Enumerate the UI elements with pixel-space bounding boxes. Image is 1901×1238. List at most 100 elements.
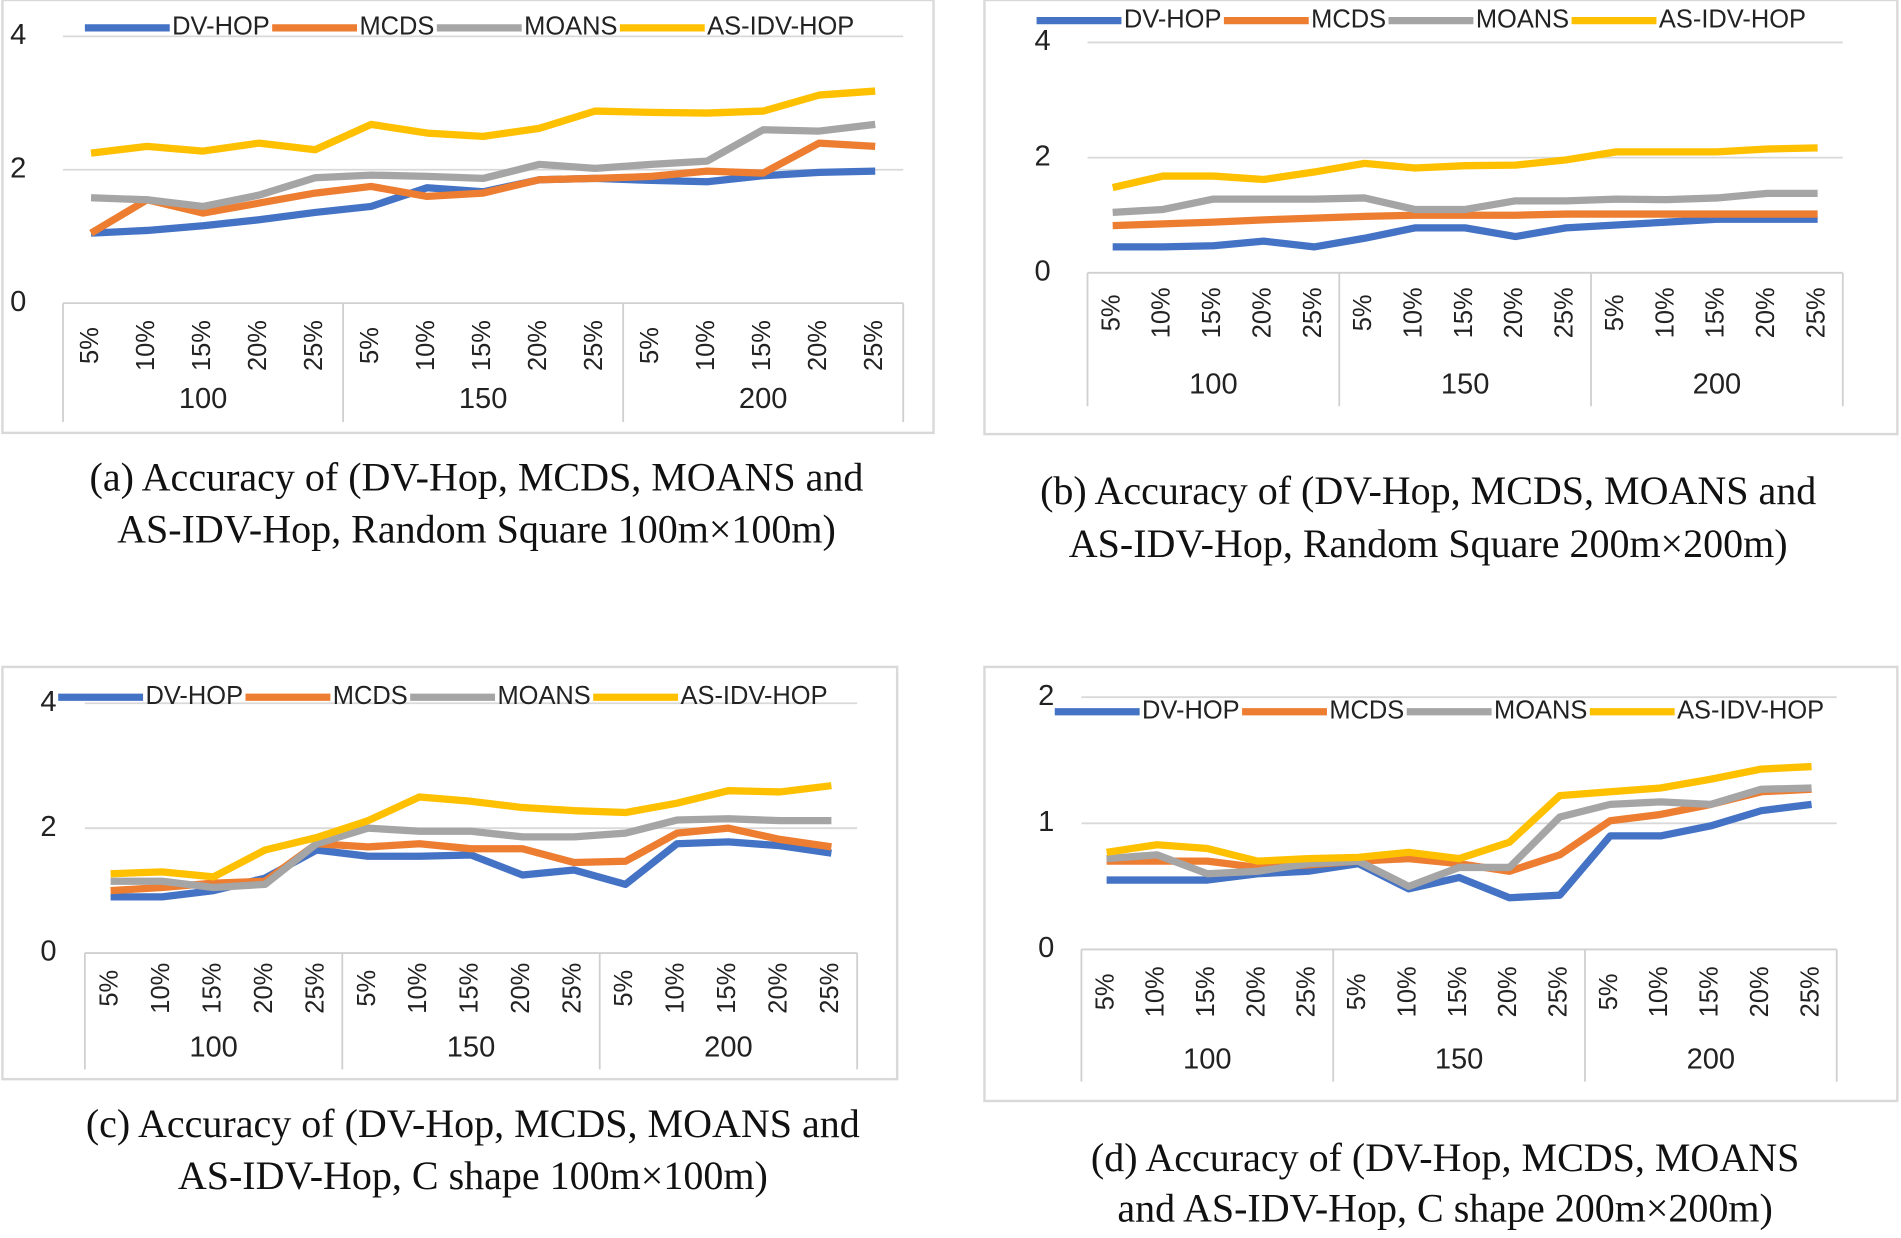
legend-label: MCDS (359, 13, 434, 41)
y-tick-label: 4 (40, 686, 56, 718)
legend-label: DV-HOP (145, 682, 243, 710)
x-tick-label: 15% (1192, 966, 1220, 1017)
group-label: 100 (179, 383, 228, 415)
x-tick-label: 25% (1551, 287, 1579, 338)
legend-label: MCDS (1329, 696, 1404, 724)
series-line (1112, 210, 1818, 230)
x-tick-label: 15% (748, 320, 776, 371)
x-tick-label: 15% (456, 963, 484, 1014)
x-tick-label: 20% (1248, 287, 1276, 338)
series-line (110, 815, 832, 892)
x-tick-label: 25% (301, 963, 329, 1014)
x-tick-label: 10% (1651, 287, 1679, 338)
legend-label: MOANS (1494, 696, 1587, 724)
y-tick-label: 0 (1038, 932, 1054, 964)
x-tick-label: 10% (412, 320, 440, 371)
x-tick-label: 20% (524, 320, 552, 371)
x-tick-label: 5% (1601, 294, 1629, 331)
x-tick-label: 5% (610, 970, 638, 1007)
group-label: 150 (1435, 1044, 1484, 1076)
caption-line: (c) Accuracy of (DV-Hop, MCDS, MOANS and (86, 1101, 860, 1146)
series-line (1106, 785, 1812, 875)
x-tick-label: 5% (356, 327, 384, 364)
series-line (90, 87, 876, 157)
y-tick-label: 2 (1035, 140, 1051, 172)
legend-label: AS-IDV-HOP (1659, 5, 1806, 33)
y-tick-label: 2 (40, 811, 56, 843)
caption-line: AS-IDV-Hop, Random Square 100m×100m) (117, 507, 836, 552)
y-tick-label: 2 (1038, 680, 1054, 712)
legend-label: MOANS (524, 13, 617, 41)
x-tick-label: 15% (188, 320, 216, 371)
series-line (110, 782, 832, 881)
chart-frame (983, 0, 1899, 436)
x-tick-label: 25% (1802, 287, 1830, 338)
x-tick-label: 10% (1400, 287, 1428, 338)
x-tick-label: 10% (132, 320, 160, 371)
caption-line: and AS-IDV-Hop, C shape 200m×200m) (1117, 1186, 1772, 1231)
x-tick-label: 15% (1444, 966, 1472, 1017)
series-line (89, 139, 876, 237)
x-tick-label: 15% (1450, 287, 1478, 338)
y-tick-label: 4 (10, 19, 26, 51)
x-tick-label: 5% (1091, 973, 1119, 1010)
legend-label: AS-IDV-HOP (707, 13, 854, 41)
y-tick-label: 4 (1035, 25, 1051, 57)
x-tick-label: 20% (507, 963, 535, 1014)
legend-label: AS-IDV-HOP (681, 682, 828, 710)
x-tick-label: 10% (1393, 966, 1421, 1017)
x-tick-label: 20% (1746, 966, 1774, 1017)
x-tick-label: 25% (1796, 966, 1824, 1017)
series-line (1112, 215, 1818, 251)
series-line (1106, 800, 1813, 902)
x-tick-label: 5% (76, 327, 104, 364)
chart-panel: 0 2 4 5% 10% 15% 20% 25% 5% 10% 15% 20% 25% 5% 10% 15% 2… (1, 665, 899, 1198)
x-tick-label: 15% (198, 963, 226, 1014)
x-tick-label: 25% (1545, 966, 1573, 1017)
x-tick-label: 25% (559, 963, 587, 1014)
caption-line: (b) Accuracy of (DV-Hop, MCDS, MOANS and (1040, 468, 1816, 513)
x-tick-label: 10% (662, 963, 690, 1014)
y-tick-label: 2 (10, 152, 26, 184)
x-tick-label: 5% (1343, 973, 1371, 1010)
x-tick-label: 25% (300, 320, 328, 371)
group-label: 100 (189, 1032, 238, 1064)
x-tick-label: 25% (1299, 287, 1327, 338)
group-label: 200 (1687, 1044, 1736, 1076)
group-label: 150 (459, 383, 508, 415)
x-tick-label: 20% (1494, 966, 1522, 1017)
x-tick-label: 10% (1142, 966, 1170, 1017)
series-line (110, 824, 832, 895)
group-label: 150 (1441, 368, 1490, 400)
x-tick-label: 25% (816, 963, 844, 1014)
x-tick-label: 20% (244, 320, 272, 371)
series-line (90, 120, 876, 211)
series-line (1106, 784, 1812, 891)
legend-label: MCDS (333, 682, 408, 710)
chart-frame (983, 665, 1899, 1103)
y-tick-label: 1 (1038, 806, 1054, 838)
x-tick-label: 20% (1242, 966, 1270, 1017)
x-tick-label: 25% (860, 320, 888, 371)
legend-label: DV-HOP (172, 13, 270, 41)
x-tick-label: 25% (1293, 966, 1321, 1017)
caption-line: (a) Accuracy of (DV-Hop, MCDS, MOANS and (90, 455, 864, 500)
x-tick-label: 15% (1198, 287, 1226, 338)
chart-frame (1, 0, 935, 435)
series-line (1112, 189, 1818, 216)
group-label: 150 (447, 1032, 496, 1064)
x-tick-label: 10% (1148, 287, 1176, 338)
x-tick-label: 10% (692, 320, 720, 371)
x-tick-label: 15% (1696, 966, 1724, 1017)
x-tick-label: 15% (713, 963, 741, 1014)
group-label: 100 (1183, 1044, 1232, 1076)
x-tick-label: 5% (1595, 973, 1623, 1010)
x-tick-label: 20% (1752, 287, 1780, 338)
group-label: 200 (704, 1032, 753, 1064)
y-tick-label: 0 (40, 936, 56, 968)
x-tick-label: 10% (147, 963, 175, 1014)
series-line (1106, 762, 1812, 865)
